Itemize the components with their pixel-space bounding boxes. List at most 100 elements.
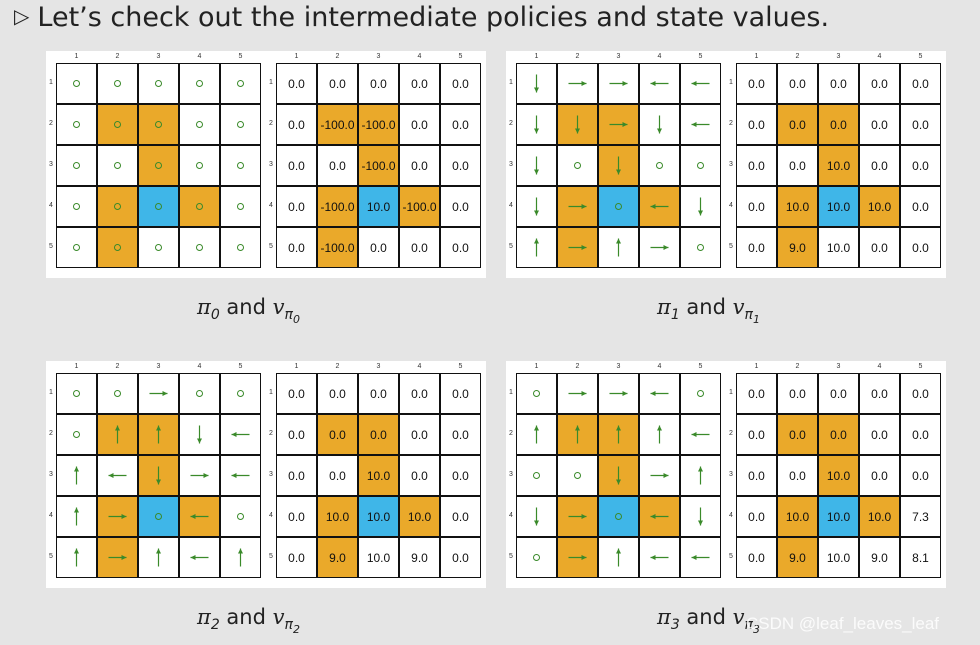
policy-cell: [56, 455, 97, 496]
value-cell: 0.0: [440, 104, 481, 145]
value-cell: 10.0: [818, 186, 859, 227]
state-value: 7.3: [912, 509, 929, 524]
state-value: 0.0: [288, 76, 305, 91]
policy-cell: [598, 537, 639, 578]
state-value: 0.0: [912, 117, 929, 132]
arrow-right-icon: [108, 514, 127, 519]
policy-cell: [680, 186, 721, 227]
state-value: 0.0: [789, 468, 806, 483]
value-cell: 0.0: [777, 145, 818, 186]
stay-circle-icon: [73, 390, 80, 397]
row-number: 3: [729, 160, 733, 168]
value-cell: 10.0: [358, 496, 399, 537]
value-cell: 0.0: [276, 537, 317, 578]
state-value: 0.0: [370, 76, 387, 91]
state-value: 8.1: [912, 550, 929, 565]
policy-cell: [220, 373, 261, 414]
column-number: 2: [575, 53, 580, 60]
value-cell: 10.0: [859, 186, 900, 227]
value-cell: 0.0: [900, 414, 941, 455]
column-number: 3: [376, 363, 381, 370]
arrow-down-icon: [534, 115, 539, 134]
policy-cell: [56, 104, 97, 145]
arrow-left-icon: [691, 122, 710, 127]
policy-cell: [680, 227, 721, 268]
policy-cell: [138, 186, 179, 227]
state-value: 0.0: [871, 468, 888, 483]
state-value: 0.0: [452, 117, 469, 132]
state-value: 0.0: [789, 427, 806, 442]
state-value: 0.0: [748, 117, 765, 132]
row-number: 3: [269, 160, 273, 168]
state-value: 0.0: [370, 240, 387, 255]
policy-cell: [56, 537, 97, 578]
state-value: 0.0: [329, 386, 346, 401]
policy-cell: [557, 104, 598, 145]
arrow-right-icon: [568, 81, 587, 86]
policy-cell: [138, 455, 179, 496]
value-cell: 7.3: [900, 496, 941, 537]
row-number: 4: [729, 511, 733, 519]
arrow-left-icon: [231, 473, 250, 478]
stay-circle-icon: [196, 162, 203, 169]
column-number: 4: [877, 53, 882, 60]
value-cell: 0.0: [276, 496, 317, 537]
value-cell: -100.0: [317, 227, 358, 268]
policy-cell: [639, 186, 680, 227]
row-number: 3: [49, 470, 53, 478]
policy-cell: [680, 373, 721, 414]
policy-cell: [680, 414, 721, 455]
state-value: 0.0: [288, 117, 305, 132]
state-value: 0.0: [329, 427, 346, 442]
arrow-down-icon: [698, 197, 703, 216]
value-grid: 1 1 2 2 3 3 4 4 5 5 0.0 0.0 0.0 0.0 0.0 0.0 0.0 0.0 0.0 0.0…: [269, 363, 482, 579]
arrow-right-icon: [568, 204, 587, 209]
state-value: 0.0: [288, 550, 305, 565]
value-cell: 0.0: [358, 227, 399, 268]
policy-cell: [639, 104, 680, 145]
policy-cell: [56, 145, 97, 186]
stay-circle-icon: [155, 513, 162, 520]
stay-circle-icon: [155, 203, 162, 210]
value-cell: -100.0: [399, 186, 440, 227]
arrow-right-icon: [149, 391, 168, 396]
value-cell: 0.0: [818, 104, 859, 145]
stay-circle-icon: [196, 244, 203, 251]
policy-cell: [516, 186, 557, 227]
value-cell: 0.0: [399, 145, 440, 186]
column-number: 1: [534, 53, 539, 60]
state-value: 0.0: [830, 117, 847, 132]
stay-circle-icon: [237, 121, 244, 128]
row-number: 1: [509, 388, 513, 396]
state-value: 9.0: [329, 550, 346, 565]
policy-cell: [680, 145, 721, 186]
policy-cell: [220, 496, 261, 537]
state-value: 0.0: [748, 199, 765, 214]
value-cell: 0.0: [900, 186, 941, 227]
policy-cell: [516, 414, 557, 455]
stay-circle-icon: [574, 472, 581, 479]
stay-circle-icon: [615, 203, 622, 210]
value-cell: 10.0: [777, 186, 818, 227]
policy-cell: [97, 63, 138, 104]
arrow-down-icon: [156, 466, 161, 485]
stay-circle-icon: [196, 203, 203, 210]
value-cell: 0.0: [818, 414, 859, 455]
value-cell: 0.0: [399, 455, 440, 496]
value-cell: 0.0: [440, 496, 481, 537]
value-cell: 9.0: [399, 537, 440, 578]
value-cell: 0.0: [440, 455, 481, 496]
arrow-down-icon: [534, 156, 539, 175]
row-number: 3: [509, 160, 513, 168]
value-cell: 0.0: [276, 373, 317, 414]
state-value: 0.0: [452, 386, 469, 401]
arrow-right-icon: [108, 555, 127, 560]
policy-cell: [179, 414, 220, 455]
policy-cell: [598, 455, 639, 496]
value-cell: 0.0: [358, 373, 399, 414]
column-number: 2: [335, 363, 340, 370]
value-cell: 0.0: [859, 455, 900, 496]
arrow-down-icon: [657, 115, 662, 134]
row-number: 2: [269, 429, 273, 437]
policy-cell: [639, 537, 680, 578]
